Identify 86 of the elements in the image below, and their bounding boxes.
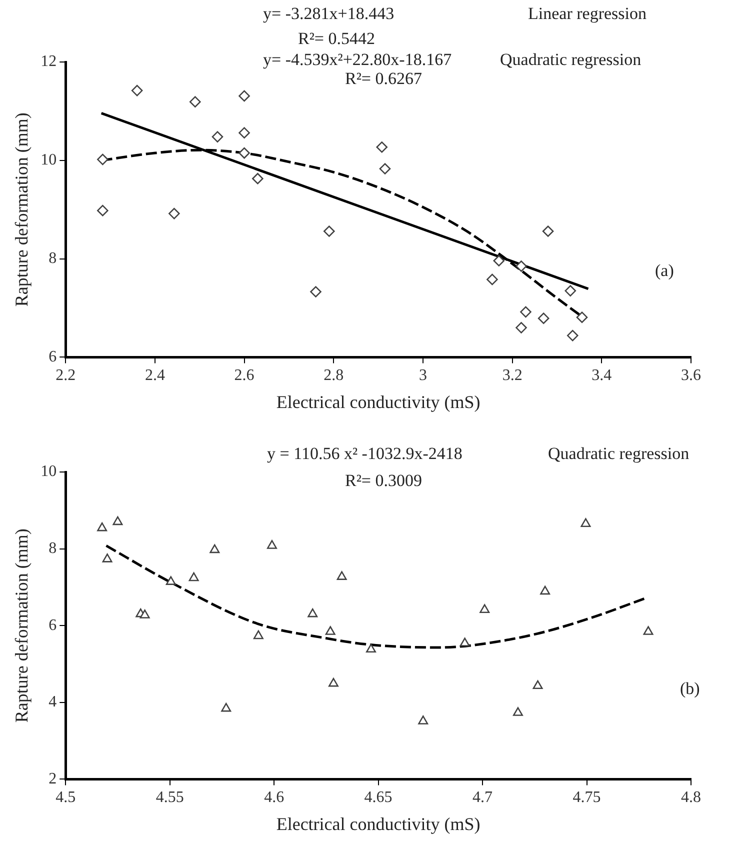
- annotation: Quadratic regression: [500, 50, 642, 69]
- point: [210, 544, 220, 554]
- y-axis-title: Rapture deformation (mm): [12, 528, 32, 723]
- annotation: (b): [680, 679, 700, 698]
- point: [97, 204, 108, 216]
- point: [131, 84, 143, 96]
- text: y= -3.281x+18.443: [263, 4, 394, 23]
- x-tick-label: 2.4: [144, 367, 165, 384]
- point: [379, 163, 391, 174]
- x-tick-label: 3.2: [502, 367, 522, 384]
- annotation: (a): [655, 261, 674, 280]
- y-tick-label: 4: [48, 694, 57, 711]
- point: [486, 274, 498, 286]
- point: [366, 644, 376, 653]
- x-axis-title: Electrical conductivity (mS): [276, 392, 480, 412]
- point: [538, 312, 550, 324]
- x-tick-label: 3.6: [681, 367, 701, 384]
- x-tick-label: 4.65: [364, 789, 392, 806]
- x-tick-label: 4.55: [156, 789, 184, 806]
- text: Linear regression: [528, 4, 646, 23]
- y-tick-label: 10: [40, 463, 57, 480]
- y-axis-title: Rapture deformation (mm): [12, 112, 32, 307]
- point: [520, 306, 532, 318]
- point: [221, 702, 232, 712]
- x-tick-label: 2.2: [56, 367, 76, 384]
- point: [328, 678, 338, 687]
- point: [480, 604, 490, 614]
- point: [542, 226, 554, 237]
- point: [418, 716, 428, 724]
- point: [532, 680, 543, 690]
- y-tick-label: 2: [48, 770, 57, 788]
- point: [643, 626, 654, 635]
- text: y = 110.56 x² -1032.9x-2418: [267, 444, 462, 463]
- point: [168, 208, 180, 220]
- text: R²= 0.5442: [298, 29, 376, 48]
- point: [516, 322, 527, 334]
- point: [564, 285, 576, 296]
- point: [238, 147, 250, 159]
- annotation: y= -4.539x²+22.80x-18.167: [263, 50, 452, 69]
- point: [140, 610, 150, 618]
- point: [580, 518, 591, 527]
- y-tick-label: 8: [48, 250, 57, 268]
- point: [325, 626, 336, 635]
- point: [238, 90, 250, 102]
- annotation: R²= 0.3009: [345, 471, 422, 490]
- x-tick-label: 4.5: [56, 789, 76, 806]
- y-tick-label: 6: [48, 616, 57, 634]
- y-tick-label: 8: [48, 540, 57, 558]
- point: [102, 554, 112, 562]
- x-tick-label: 4.6: [264, 789, 284, 806]
- text: Quadratic regression: [548, 444, 690, 463]
- x-tick-label: 3: [418, 367, 427, 384]
- y-tick-label: 12: [40, 53, 57, 70]
- x-tick-label: 4.75: [572, 789, 601, 806]
- x-tick-label: 3.4: [592, 367, 612, 384]
- point: [112, 516, 123, 526]
- point: [376, 141, 388, 153]
- point: [166, 576, 176, 585]
- x-axis-title: Electrical conductivity (mS): [276, 814, 480, 834]
- point: [566, 330, 578, 342]
- x-tick-label: 2.6: [234, 367, 254, 384]
- annotation: R²= 0.6267: [345, 69, 422, 88]
- point: [308, 608, 318, 618]
- y-tick-label: 10: [40, 152, 57, 169]
- point: [97, 154, 108, 166]
- point: [212, 131, 224, 142]
- point: [516, 260, 527, 272]
- point: [460, 638, 470, 646]
- x-tick-label: 2.8: [324, 367, 344, 384]
- point: [512, 707, 523, 716]
- point: [336, 571, 347, 580]
- point: [188, 572, 199, 582]
- point: [540, 586, 550, 595]
- point: [189, 96, 201, 108]
- point: [97, 522, 108, 532]
- point: [324, 226, 335, 237]
- x-tick-label: 4.7: [472, 789, 493, 806]
- y-tick-label: 6: [48, 348, 57, 366]
- point: [576, 312, 588, 323]
- point: [493, 255, 505, 266]
- point: [310, 286, 322, 298]
- point: [238, 127, 250, 138]
- point: [252, 172, 264, 184]
- point: [267, 540, 277, 549]
- point: [253, 630, 264, 640]
- x-tick-label: 4.8: [681, 789, 701, 806]
